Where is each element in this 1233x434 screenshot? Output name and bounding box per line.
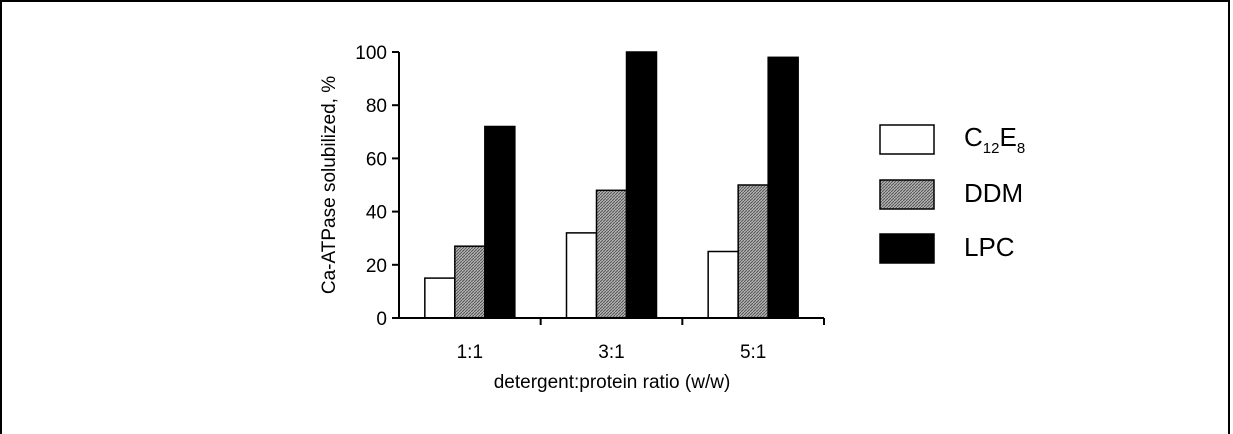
bar-ddm: [454, 245, 486, 319]
legend-label-ddm: DDM: [964, 178, 1023, 208]
y-tick-label: 60: [366, 149, 387, 170]
bars-group: [424, 51, 799, 319]
axes-group: [398, 52, 824, 319]
x-axis-title: detergent:protein ratio (w/w): [494, 372, 731, 393]
y-tick-label: 40: [366, 203, 387, 224]
bar-lpc: [484, 125, 516, 319]
x-tick-label: 1:1: [457, 342, 483, 363]
legend-label-lpc: LPC: [964, 232, 1015, 262]
y-axis-title: Ca-ATPase solubilized, %: [319, 76, 340, 294]
y-tick-label: 80: [366, 96, 387, 117]
legend-swatch-ddm: [879, 179, 935, 210]
y-tick-label: 0: [376, 309, 387, 330]
y-tick-label: 20: [366, 256, 387, 277]
bar-ddm: [595, 189, 628, 319]
bar-c12e8: [424, 277, 456, 319]
y-tick-label: 100: [355, 43, 387, 64]
legend-swatch-c12e8: [879, 124, 935, 155]
legend-swatch-lpc: [879, 233, 935, 264]
bar-lpc: [767, 56, 799, 319]
legend-label-c12e8: C12E8: [964, 122, 1025, 157]
bar-c12e8: [707, 250, 739, 319]
bar-c12e8: [565, 232, 598, 319]
bar-ddm: [737, 184, 769, 319]
x-tick-label: 5:1: [740, 342, 766, 363]
legend: C12E8 DDM LPC: [879, 122, 1025, 264]
x-tick-label: 3:1: [598, 342, 624, 363]
x-ticks-group: 1:1 3:1 5:1: [457, 318, 825, 363]
y-ticks-group: 0 20 40 60 80 100: [355, 43, 399, 330]
bar-lpc: [625, 51, 658, 319]
